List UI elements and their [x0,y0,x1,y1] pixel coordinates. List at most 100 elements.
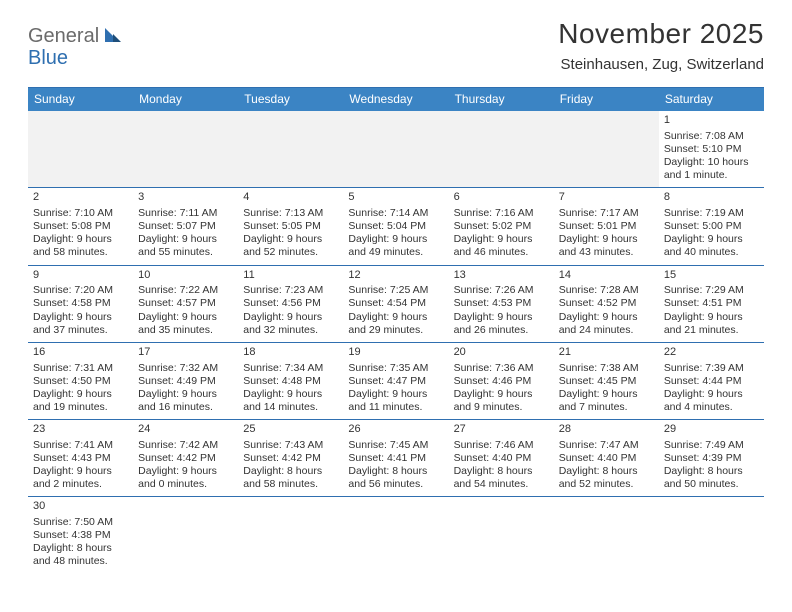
title-block: November 2025 Steinhausen, Zug, Switzerl… [558,18,764,73]
sunset-line: Sunset: 4:49 PM [138,375,233,388]
day-cell: 5 Sunrise: 7:14 AMSunset: 5:04 PMDaylight… [343,188,448,264]
day-cell [449,497,554,573]
sunrise-line: Sunrise: 7:42 AM [138,439,233,452]
day-cell [554,111,659,187]
sunrise-line: Sunrise: 7:36 AM [454,362,549,375]
day-number: 25 [243,423,338,437]
daylight-line: Daylight: 9 hours and 49 minutes. [348,233,443,259]
week-row: 9Sunrise: 7:20 AMSunset: 4:58 PMDaylight… [28,266,764,343]
sunset-line: Sunset: 4:42 PM [138,452,233,465]
daylight-line: Daylight: 9 hours and 24 minutes. [559,311,654,337]
sunset-line: Sunset: 5:08 PM [33,220,128,233]
day-cell: 27Sunrise: 7:46 AMSunset: 4:40 PMDayligh… [449,420,554,496]
sunset-line: Sunset: 4:52 PM [559,297,654,310]
daylight-line: Daylight: 9 hours and 58 minutes. [33,233,128,259]
daylight-line: Daylight: 9 hours and 35 minutes. [138,311,233,337]
sunrise-line: Sunrise: 7:19 AM [664,207,759,220]
sunset-line: Sunset: 4:38 PM [33,529,128,542]
weekday-header-row: SundayMondayTuesdayWednesdayThursdayFrid… [28,88,764,111]
sunset-line: Sunset: 5:05 PM [243,220,338,233]
sunrise-line: Sunrise: 7:28 AM [559,284,654,297]
sunrise-line: Sunrise: 7:35 AM [348,362,443,375]
sunrise-line: Sunrise: 7:17 AM [559,207,654,220]
daylight-line: Daylight: 9 hours and 43 minutes. [559,233,654,259]
day-cell: 12Sunrise: 7:25 AMSunset: 4:54 PMDayligh… [343,266,448,342]
daylight-line: Daylight: 8 hours and 54 minutes. [454,465,549,491]
sunset-line: Sunset: 5:00 PM [664,220,759,233]
sunset-line: Sunset: 4:44 PM [664,375,759,388]
day-number: 4 [243,191,338,205]
weekday-header: Sunday [28,88,133,111]
daylight-line: Daylight: 9 hours and 37 minutes. [33,311,128,337]
day-cell: 11Sunrise: 7:23 AMSunset: 4:56 PMDayligh… [238,266,343,342]
sunrise-line: Sunrise: 7:22 AM [138,284,233,297]
sunrise-line: Sunrise: 7:34 AM [243,362,338,375]
sunrise-line: Sunrise: 7:43 AM [243,439,338,452]
sunset-line: Sunset: 4:48 PM [243,375,338,388]
day-cell: 28Sunrise: 7:47 AMSunset: 4:40 PMDayligh… [554,420,659,496]
sunset-line: Sunset: 5:01 PM [559,220,654,233]
daylight-line: Daylight: 9 hours and 46 minutes. [454,233,549,259]
sunset-line: Sunset: 5:04 PM [348,220,443,233]
day-cell [659,497,764,573]
sunrise-line: Sunrise: 7:08 AM [664,130,759,143]
weekday-header: Tuesday [238,88,343,111]
sunrise-line: Sunrise: 7:39 AM [664,362,759,375]
day-number: 2 [33,191,128,205]
daylight-line: Daylight: 8 hours and 56 minutes. [348,465,443,491]
day-cell [554,497,659,573]
weekday-header: Monday [133,88,238,111]
day-cell: 25Sunrise: 7:43 AMSunset: 4:42 PMDayligh… [238,420,343,496]
daylight-line: Daylight: 8 hours and 58 minutes. [243,465,338,491]
daylight-line: Daylight: 8 hours and 50 minutes. [664,465,759,491]
day-number: 5 [348,191,443,205]
day-cell: 21Sunrise: 7:38 AMSunset: 4:45 PMDayligh… [554,343,659,419]
daylight-line: Daylight: 9 hours and 9 minutes. [454,388,549,414]
weekday-header: Saturday [659,88,764,111]
sunset-line: Sunset: 4:45 PM [559,375,654,388]
day-cell [133,111,238,187]
sunset-line: Sunset: 4:47 PM [348,375,443,388]
day-cell: 2 Sunrise: 7:10 AMSunset: 5:08 PMDaylight… [28,188,133,264]
daylight-line: Daylight: 9 hours and 21 minutes. [664,311,759,337]
daylight-line: Daylight: 9 hours and 0 minutes. [138,465,233,491]
sunrise-line: Sunrise: 7:14 AM [348,207,443,220]
day-number: 13 [454,269,549,283]
daylight-line: Daylight: 8 hours and 48 minutes. [33,542,128,568]
day-cell: 20Sunrise: 7:36 AMSunset: 4:46 PMDayligh… [449,343,554,419]
daylight-line: Daylight: 9 hours and 26 minutes. [454,311,549,337]
sunrise-line: Sunrise: 7:10 AM [33,207,128,220]
day-cell: 29Sunrise: 7:49 AMSunset: 4:39 PMDayligh… [659,420,764,496]
day-number: 21 [559,346,654,360]
day-cell: 15Sunrise: 7:29 AMSunset: 4:51 PMDayligh… [659,266,764,342]
day-cell [238,497,343,573]
day-number: 11 [243,269,338,283]
sunset-line: Sunset: 4:41 PM [348,452,443,465]
day-cell: 9Sunrise: 7:20 AMSunset: 4:58 PMDaylight… [28,266,133,342]
day-cell: 16Sunrise: 7:31 AMSunset: 4:50 PMDayligh… [28,343,133,419]
sunrise-line: Sunrise: 7:29 AM [664,284,759,297]
sunrise-line: Sunrise: 7:25 AM [348,284,443,297]
daylight-line: Daylight: 9 hours and 4 minutes. [664,388,759,414]
week-row: 23Sunrise: 7:41 AMSunset: 4:43 PMDayligh… [28,420,764,497]
sunrise-line: Sunrise: 7:47 AM [559,439,654,452]
day-number: 3 [138,191,233,205]
day-cell: 22Sunrise: 7:39 AMSunset: 4:44 PMDayligh… [659,343,764,419]
sunset-line: Sunset: 4:40 PM [454,452,549,465]
day-number: 6 [454,191,549,205]
weekday-header: Friday [554,88,659,111]
sunrise-line: Sunrise: 7:16 AM [454,207,549,220]
week-row: 16Sunrise: 7:31 AMSunset: 4:50 PMDayligh… [28,343,764,420]
week-row: 2Sunrise: 7:10 AMSunset: 5:08 PMDaylight… [28,188,764,265]
sunrise-line: Sunrise: 7:13 AM [243,207,338,220]
day-cell: 18Sunrise: 7:34 AMSunset: 4:48 PMDayligh… [238,343,343,419]
sunrise-line: Sunrise: 7:32 AM [138,362,233,375]
day-number: 28 [559,423,654,437]
sunset-line: Sunset: 4:54 PM [348,297,443,310]
brand-part1: General [28,25,99,47]
day-number: 17 [138,346,233,360]
sunrise-line: Sunrise: 7:50 AM [33,516,128,529]
day-cell: 23Sunrise: 7:41 AMSunset: 4:43 PMDayligh… [28,420,133,496]
day-number: 15 [664,269,759,283]
day-number: 12 [348,269,443,283]
